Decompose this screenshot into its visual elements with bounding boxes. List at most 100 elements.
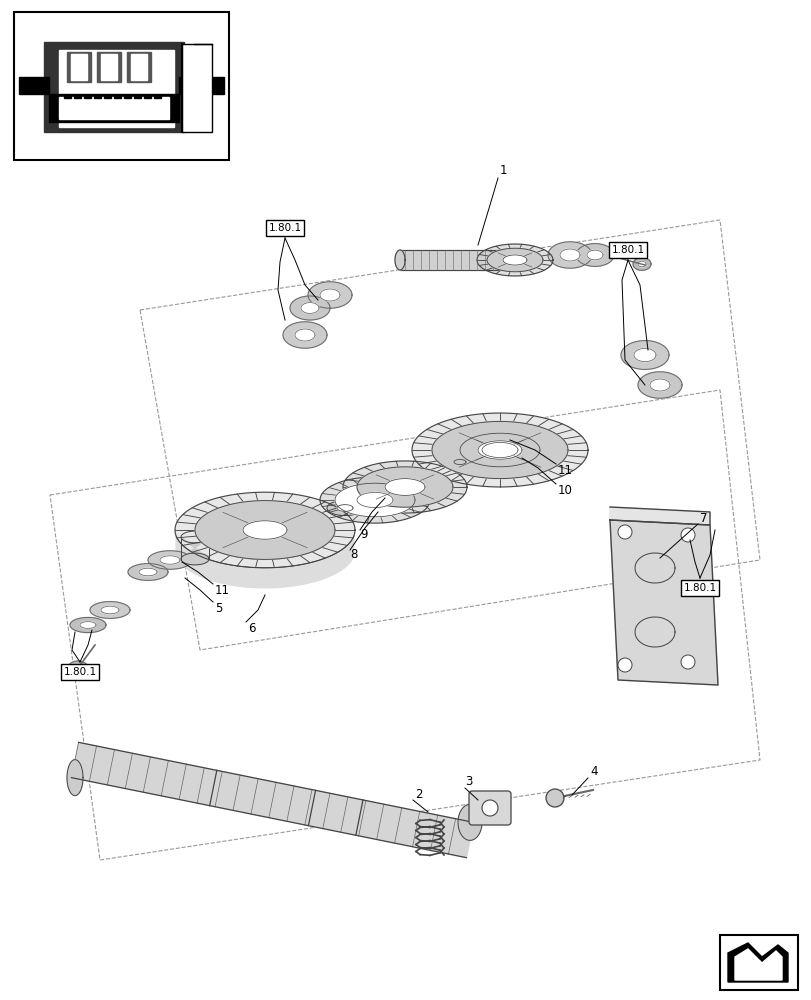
Text: 10: 10	[557, 484, 573, 496]
Polygon shape	[560, 249, 579, 261]
Polygon shape	[19, 77, 49, 94]
Polygon shape	[97, 52, 121, 82]
Polygon shape	[431, 421, 568, 479]
Polygon shape	[327, 500, 363, 516]
Polygon shape	[444, 455, 475, 469]
Polygon shape	[335, 483, 414, 517]
Polygon shape	[487, 248, 543, 272]
Polygon shape	[94, 95, 101, 98]
Circle shape	[482, 800, 497, 816]
Polygon shape	[181, 553, 208, 565]
Text: 6: 6	[247, 621, 255, 635]
Text: 1.80.1: 1.80.1	[63, 667, 97, 677]
Polygon shape	[394, 250, 405, 270]
Polygon shape	[734, 949, 781, 980]
Polygon shape	[49, 94, 178, 122]
Polygon shape	[124, 95, 131, 98]
Polygon shape	[68, 661, 88, 675]
Polygon shape	[128, 564, 168, 580]
Polygon shape	[148, 551, 191, 569]
Circle shape	[617, 658, 631, 672]
Polygon shape	[320, 477, 430, 523]
Text: 1.80.1: 1.80.1	[683, 583, 715, 593]
Polygon shape	[71, 742, 473, 858]
Polygon shape	[84, 95, 91, 98]
Polygon shape	[320, 289, 340, 301]
Bar	[719, 935, 797, 990]
Polygon shape	[478, 441, 521, 459]
Text: 5: 5	[215, 601, 222, 614]
Polygon shape	[71, 54, 87, 80]
Text: 7: 7	[699, 512, 706, 524]
Polygon shape	[586, 250, 603, 260]
Polygon shape	[104, 95, 111, 98]
Polygon shape	[547, 242, 591, 268]
Polygon shape	[337, 505, 353, 511]
Polygon shape	[59, 50, 174, 127]
Polygon shape	[175, 492, 354, 568]
Text: 11: 11	[215, 584, 230, 596]
Polygon shape	[453, 459, 466, 465]
Polygon shape	[114, 95, 121, 98]
Polygon shape	[384, 479, 424, 495]
Polygon shape	[80, 622, 96, 628]
Text: 1.80.1: 1.80.1	[268, 223, 301, 233]
Polygon shape	[195, 501, 335, 559]
Polygon shape	[90, 602, 130, 618]
Polygon shape	[460, 433, 539, 467]
Polygon shape	[70, 617, 106, 633]
Circle shape	[680, 655, 694, 669]
Polygon shape	[139, 568, 157, 576]
Polygon shape	[181, 537, 208, 559]
Polygon shape	[59, 97, 169, 119]
Text: 1: 1	[500, 164, 507, 177]
Polygon shape	[307, 282, 351, 308]
Polygon shape	[195, 535, 334, 579]
Polygon shape	[131, 54, 147, 80]
Polygon shape	[64, 95, 71, 98]
Text: 1.80.1: 1.80.1	[611, 245, 644, 255]
Polygon shape	[633, 258, 650, 270]
Text: 9: 9	[359, 528, 367, 542]
Polygon shape	[101, 606, 119, 614]
Polygon shape	[502, 255, 526, 265]
Polygon shape	[497, 252, 514, 268]
Polygon shape	[357, 467, 453, 507]
Polygon shape	[620, 341, 668, 369]
Polygon shape	[44, 42, 184, 132]
Polygon shape	[160, 556, 180, 564]
Text: 11: 11	[557, 464, 573, 477]
Polygon shape	[357, 492, 393, 508]
Polygon shape	[637, 372, 681, 398]
Bar	[14, 12, 229, 160]
Polygon shape	[649, 379, 669, 391]
Polygon shape	[448, 428, 551, 472]
Polygon shape	[283, 322, 327, 348]
Polygon shape	[67, 760, 83, 796]
Polygon shape	[633, 348, 655, 362]
FancyBboxPatch shape	[469, 791, 510, 825]
Polygon shape	[411, 413, 587, 487]
Polygon shape	[342, 461, 466, 513]
Bar	[182, 44, 212, 132]
Polygon shape	[294, 329, 315, 341]
Polygon shape	[620, 543, 689, 593]
Polygon shape	[634, 553, 674, 583]
Text: 2: 2	[414, 788, 422, 801]
Polygon shape	[609, 520, 717, 685]
Polygon shape	[609, 507, 709, 525]
Text: 8: 8	[350, 548, 357, 562]
Polygon shape	[178, 77, 224, 94]
Polygon shape	[74, 95, 81, 98]
Polygon shape	[634, 617, 674, 647]
Polygon shape	[242, 521, 286, 539]
Polygon shape	[176, 536, 354, 588]
Polygon shape	[482, 442, 517, 458]
Polygon shape	[476, 244, 552, 276]
Polygon shape	[74, 665, 82, 671]
Polygon shape	[127, 52, 151, 82]
Polygon shape	[637, 261, 646, 267]
Polygon shape	[144, 95, 151, 98]
Polygon shape	[575, 244, 613, 266]
Polygon shape	[727, 943, 787, 982]
